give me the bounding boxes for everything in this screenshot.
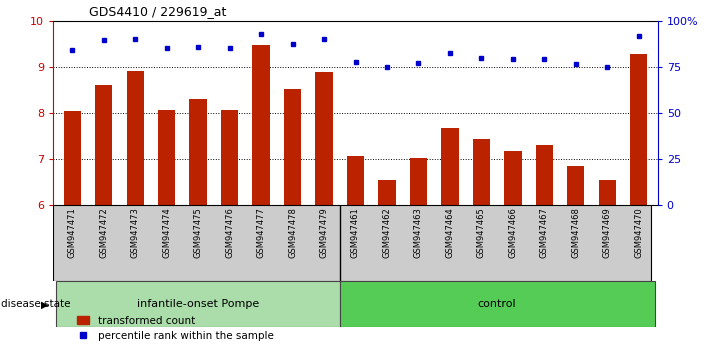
Text: GSM947464: GSM947464	[445, 207, 454, 258]
Legend: transformed count, percentile rank within the sample: transformed count, percentile rank withi…	[73, 312, 278, 345]
Bar	[189, 98, 207, 205]
Bar	[95, 85, 112, 205]
Bar	[316, 72, 333, 205]
Text: GSM947469: GSM947469	[603, 207, 611, 258]
Bar	[340, 281, 655, 327]
Text: GDS4410 / 229619_at: GDS4410 / 229619_at	[89, 5, 226, 18]
Bar	[158, 110, 176, 205]
Text: GSM947471: GSM947471	[68, 207, 77, 258]
Bar	[567, 166, 584, 205]
Bar	[347, 156, 364, 205]
Bar	[630, 55, 648, 205]
Text: disease state: disease state	[1, 299, 71, 309]
Text: GSM947472: GSM947472	[100, 207, 108, 258]
Bar	[535, 144, 553, 205]
Bar	[378, 180, 395, 205]
Bar	[221, 110, 238, 205]
Text: GSM947466: GSM947466	[508, 207, 518, 258]
Bar	[599, 180, 616, 205]
Bar	[127, 71, 144, 205]
Text: GSM947475: GSM947475	[193, 207, 203, 258]
Bar	[504, 151, 522, 205]
Text: GSM947473: GSM947473	[131, 207, 139, 258]
Text: control: control	[478, 299, 516, 309]
Text: GSM947474: GSM947474	[162, 207, 171, 258]
Text: GSM947477: GSM947477	[257, 207, 266, 258]
Text: GSM947479: GSM947479	[319, 207, 328, 258]
Bar	[410, 158, 427, 205]
Text: GSM947476: GSM947476	[225, 207, 234, 258]
Text: GSM947461: GSM947461	[351, 207, 360, 258]
Text: GSM947462: GSM947462	[383, 207, 392, 258]
Bar	[63, 111, 81, 205]
Text: GSM947470: GSM947470	[634, 207, 643, 258]
Text: ▶: ▶	[41, 299, 49, 309]
Text: GSM947463: GSM947463	[414, 207, 423, 258]
Bar	[442, 128, 459, 205]
Bar	[252, 45, 269, 205]
Text: GSM947465: GSM947465	[477, 207, 486, 258]
Bar	[56, 281, 340, 327]
Text: GSM947478: GSM947478	[288, 207, 297, 258]
Bar	[473, 139, 490, 205]
Bar	[284, 89, 301, 205]
Text: infantile-onset Pompe: infantile-onset Pompe	[137, 299, 260, 309]
Text: GSM947467: GSM947467	[540, 207, 549, 258]
Text: GSM947468: GSM947468	[572, 207, 580, 258]
